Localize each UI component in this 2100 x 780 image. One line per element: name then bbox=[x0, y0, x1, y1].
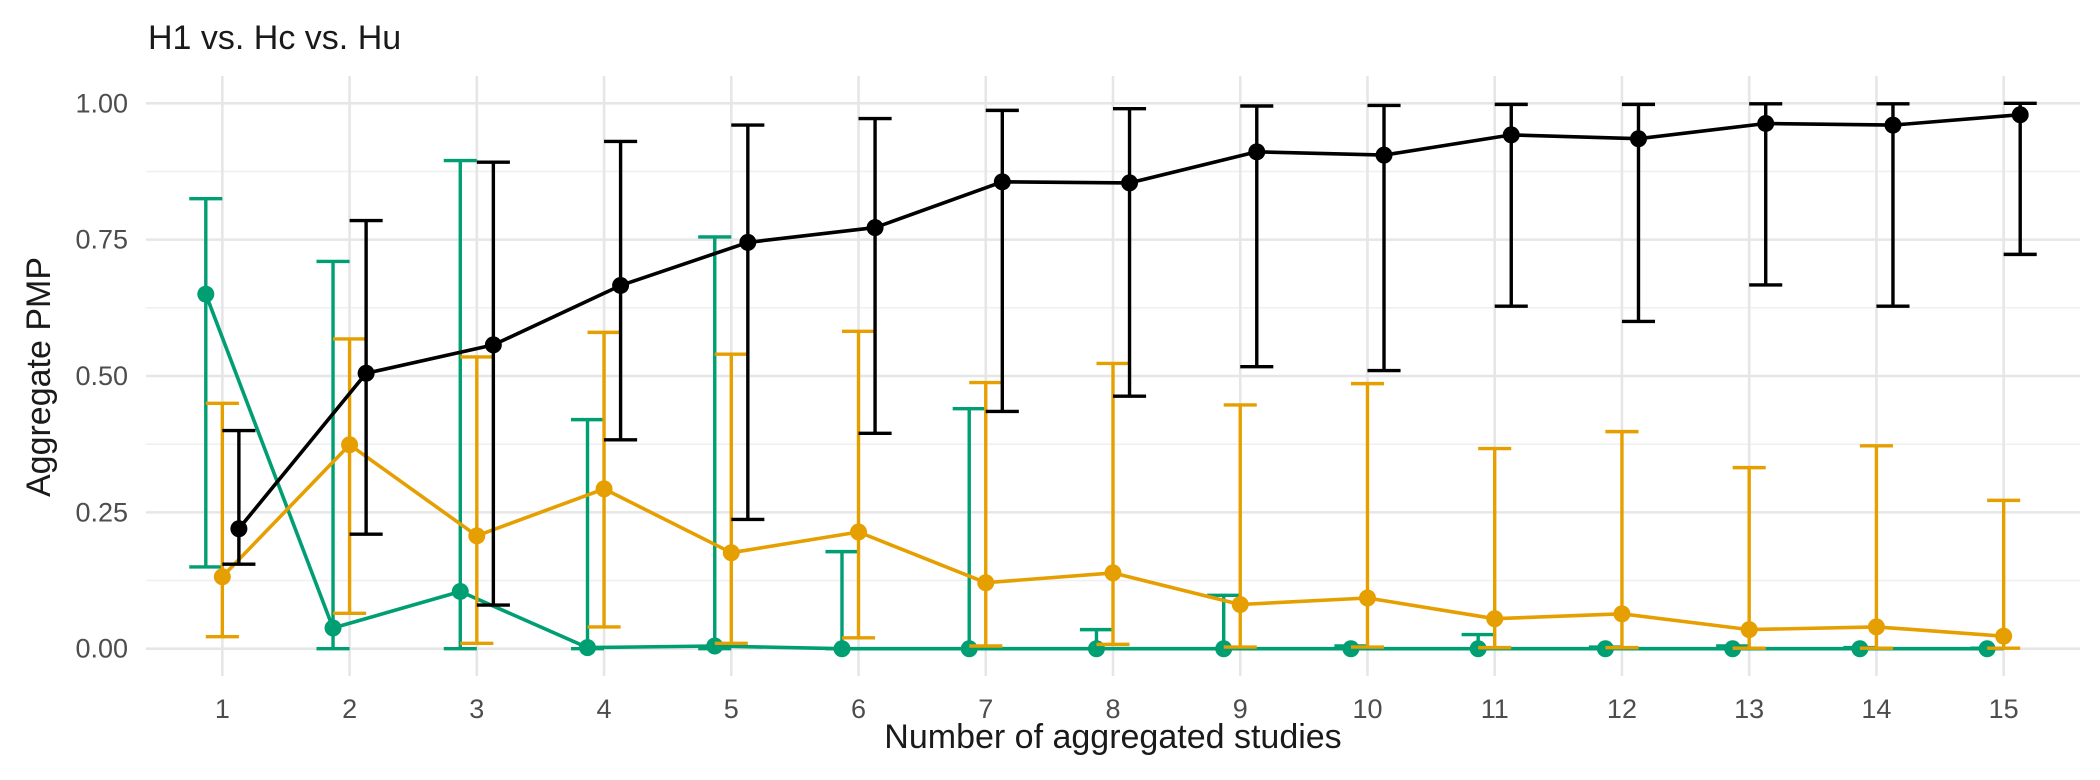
data-point bbox=[1613, 605, 1631, 623]
data-point bbox=[993, 173, 1011, 191]
x-tick-label: 11 bbox=[1481, 694, 1509, 724]
data-point bbox=[213, 568, 231, 586]
data-point bbox=[960, 640, 978, 658]
data-point bbox=[866, 219, 884, 237]
series-line bbox=[204, 293, 1988, 651]
data-point bbox=[1757, 114, 1775, 132]
x-tick-labels: 1 2 3 4 5 6 7 8 9 10 11 12 13 14 15 bbox=[215, 694, 2019, 724]
x-tick-label: 14 bbox=[1861, 694, 1891, 724]
series-layer bbox=[189, 101, 2037, 658]
x-tick-label: 7 bbox=[978, 694, 993, 724]
data-point bbox=[1740, 621, 1758, 639]
y-tick-label: 0.00 bbox=[75, 634, 128, 664]
x-tick-label: 2 bbox=[342, 694, 357, 724]
data-point bbox=[1867, 618, 1885, 636]
data-point bbox=[1375, 146, 1393, 164]
data-point bbox=[468, 527, 486, 545]
x-tick-label: 1 bbox=[215, 694, 230, 724]
y-tick-label: 0.75 bbox=[75, 225, 128, 255]
data-point bbox=[1104, 564, 1122, 582]
x-tick-label: 8 bbox=[1105, 694, 1120, 724]
data-point bbox=[1995, 627, 2013, 645]
x-tick-label: 13 bbox=[1734, 694, 1764, 724]
x-tick-label: 9 bbox=[1233, 694, 1248, 724]
data-point bbox=[1486, 610, 1504, 628]
data-point bbox=[484, 336, 502, 354]
data-point bbox=[197, 285, 215, 303]
x-tick-label: 10 bbox=[1352, 694, 1382, 724]
data-point bbox=[2011, 106, 2029, 124]
y-tick-label: 0.25 bbox=[75, 497, 128, 527]
data-point bbox=[451, 582, 469, 600]
data-point bbox=[706, 637, 724, 655]
x-tick-label: 12 bbox=[1607, 694, 1637, 724]
data-point bbox=[833, 640, 851, 658]
y-tick-labels: 0.00 0.25 0.50 0.75 1.00 bbox=[75, 88, 128, 663]
y-tick-label: 0.50 bbox=[75, 361, 128, 391]
data-point bbox=[230, 520, 248, 538]
data-point bbox=[595, 480, 613, 498]
x-tick-label: 3 bbox=[469, 694, 484, 724]
data-point bbox=[1231, 596, 1249, 614]
chart-title: H1 vs. Hc vs. Hu bbox=[148, 19, 401, 57]
x-tick-label: 15 bbox=[1989, 694, 2019, 724]
data-point bbox=[1502, 126, 1520, 144]
data-point bbox=[850, 523, 868, 541]
data-point bbox=[1884, 116, 1902, 134]
data-point bbox=[739, 233, 757, 251]
x-tick-label: 5 bbox=[724, 694, 739, 724]
data-point bbox=[1629, 130, 1647, 148]
series-group bbox=[222, 101, 2037, 607]
data-point bbox=[612, 276, 630, 294]
data-point bbox=[722, 544, 740, 562]
x-axis-title: Number of aggregated studies bbox=[884, 718, 1341, 756]
y-tick-label: 1.00 bbox=[75, 88, 128, 118]
series-group bbox=[189, 158, 2004, 658]
data-point bbox=[324, 619, 342, 637]
x-tick-label: 4 bbox=[597, 694, 612, 724]
data-point bbox=[1248, 143, 1266, 161]
y-axis-title: Aggregate PMP bbox=[20, 257, 58, 497]
data-point bbox=[1121, 174, 1139, 192]
series-group bbox=[205, 329, 2021, 650]
x-tick-label: 6 bbox=[851, 694, 866, 724]
data-point bbox=[341, 436, 359, 454]
data-point bbox=[579, 639, 597, 657]
data-point bbox=[977, 574, 995, 592]
data-point bbox=[1358, 589, 1376, 607]
data-point bbox=[357, 364, 375, 382]
